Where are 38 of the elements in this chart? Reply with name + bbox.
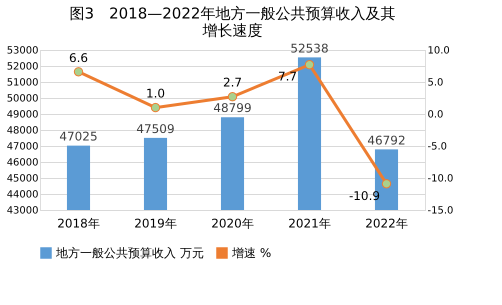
x-tick-label: 2018年 xyxy=(57,216,100,230)
y2-tick-label: 5.0 xyxy=(428,78,444,88)
x-tick-label: 2021年 xyxy=(288,216,331,230)
y-tick-label: 53000 xyxy=(6,46,38,56)
y-tick-label: 45000 xyxy=(6,174,38,184)
point xyxy=(150,102,160,112)
data-label: 48799 xyxy=(213,101,252,116)
y-tick-label: 52000 xyxy=(6,62,38,72)
y-tick-label: 47000 xyxy=(6,142,38,152)
data-label: 6.6 xyxy=(68,50,88,65)
chart-title: 图3 2018—2022年地方一般公共预算收入及其增长速度 xyxy=(70,4,396,40)
x-tick-label: 2022年 xyxy=(365,216,408,230)
y-tick-label: 44000 xyxy=(6,190,38,200)
point xyxy=(74,67,84,76)
y-tick-label: 49000 xyxy=(6,110,38,120)
point xyxy=(382,179,392,188)
data-label: 47025 xyxy=(59,130,98,144)
y2-tick-label: 0.0 xyxy=(428,110,444,120)
y2-tick-label: -15.0 xyxy=(428,206,454,216)
data-label: 1.0 xyxy=(146,86,166,101)
data-label: 52538 xyxy=(290,41,329,56)
y-tick-label: 43000 xyxy=(6,206,38,216)
legend-label: 增速 % xyxy=(231,246,272,260)
y-tick-label: 50000 xyxy=(6,94,38,104)
point xyxy=(228,92,238,102)
y2-tick-label: 10.0 xyxy=(428,46,450,56)
data-label: 2.7 xyxy=(222,76,242,90)
y-tick-label: 46000 xyxy=(6,158,38,168)
data-label: 46792 xyxy=(367,133,406,148)
y2-tick-label: -5.0 xyxy=(428,142,448,152)
y-tick-label: 48000 xyxy=(6,126,38,136)
y-tick-label: 51000 xyxy=(6,78,38,88)
x-tick-label: 2020年 xyxy=(211,216,254,230)
x-tick-label: 2019年 xyxy=(134,216,177,230)
point xyxy=(304,60,314,70)
data-label: 47509 xyxy=(136,122,175,136)
legend-label: 地方一般公共预算收入 万元 xyxy=(55,246,204,260)
y2-tick-label: -10.0 xyxy=(428,174,454,184)
